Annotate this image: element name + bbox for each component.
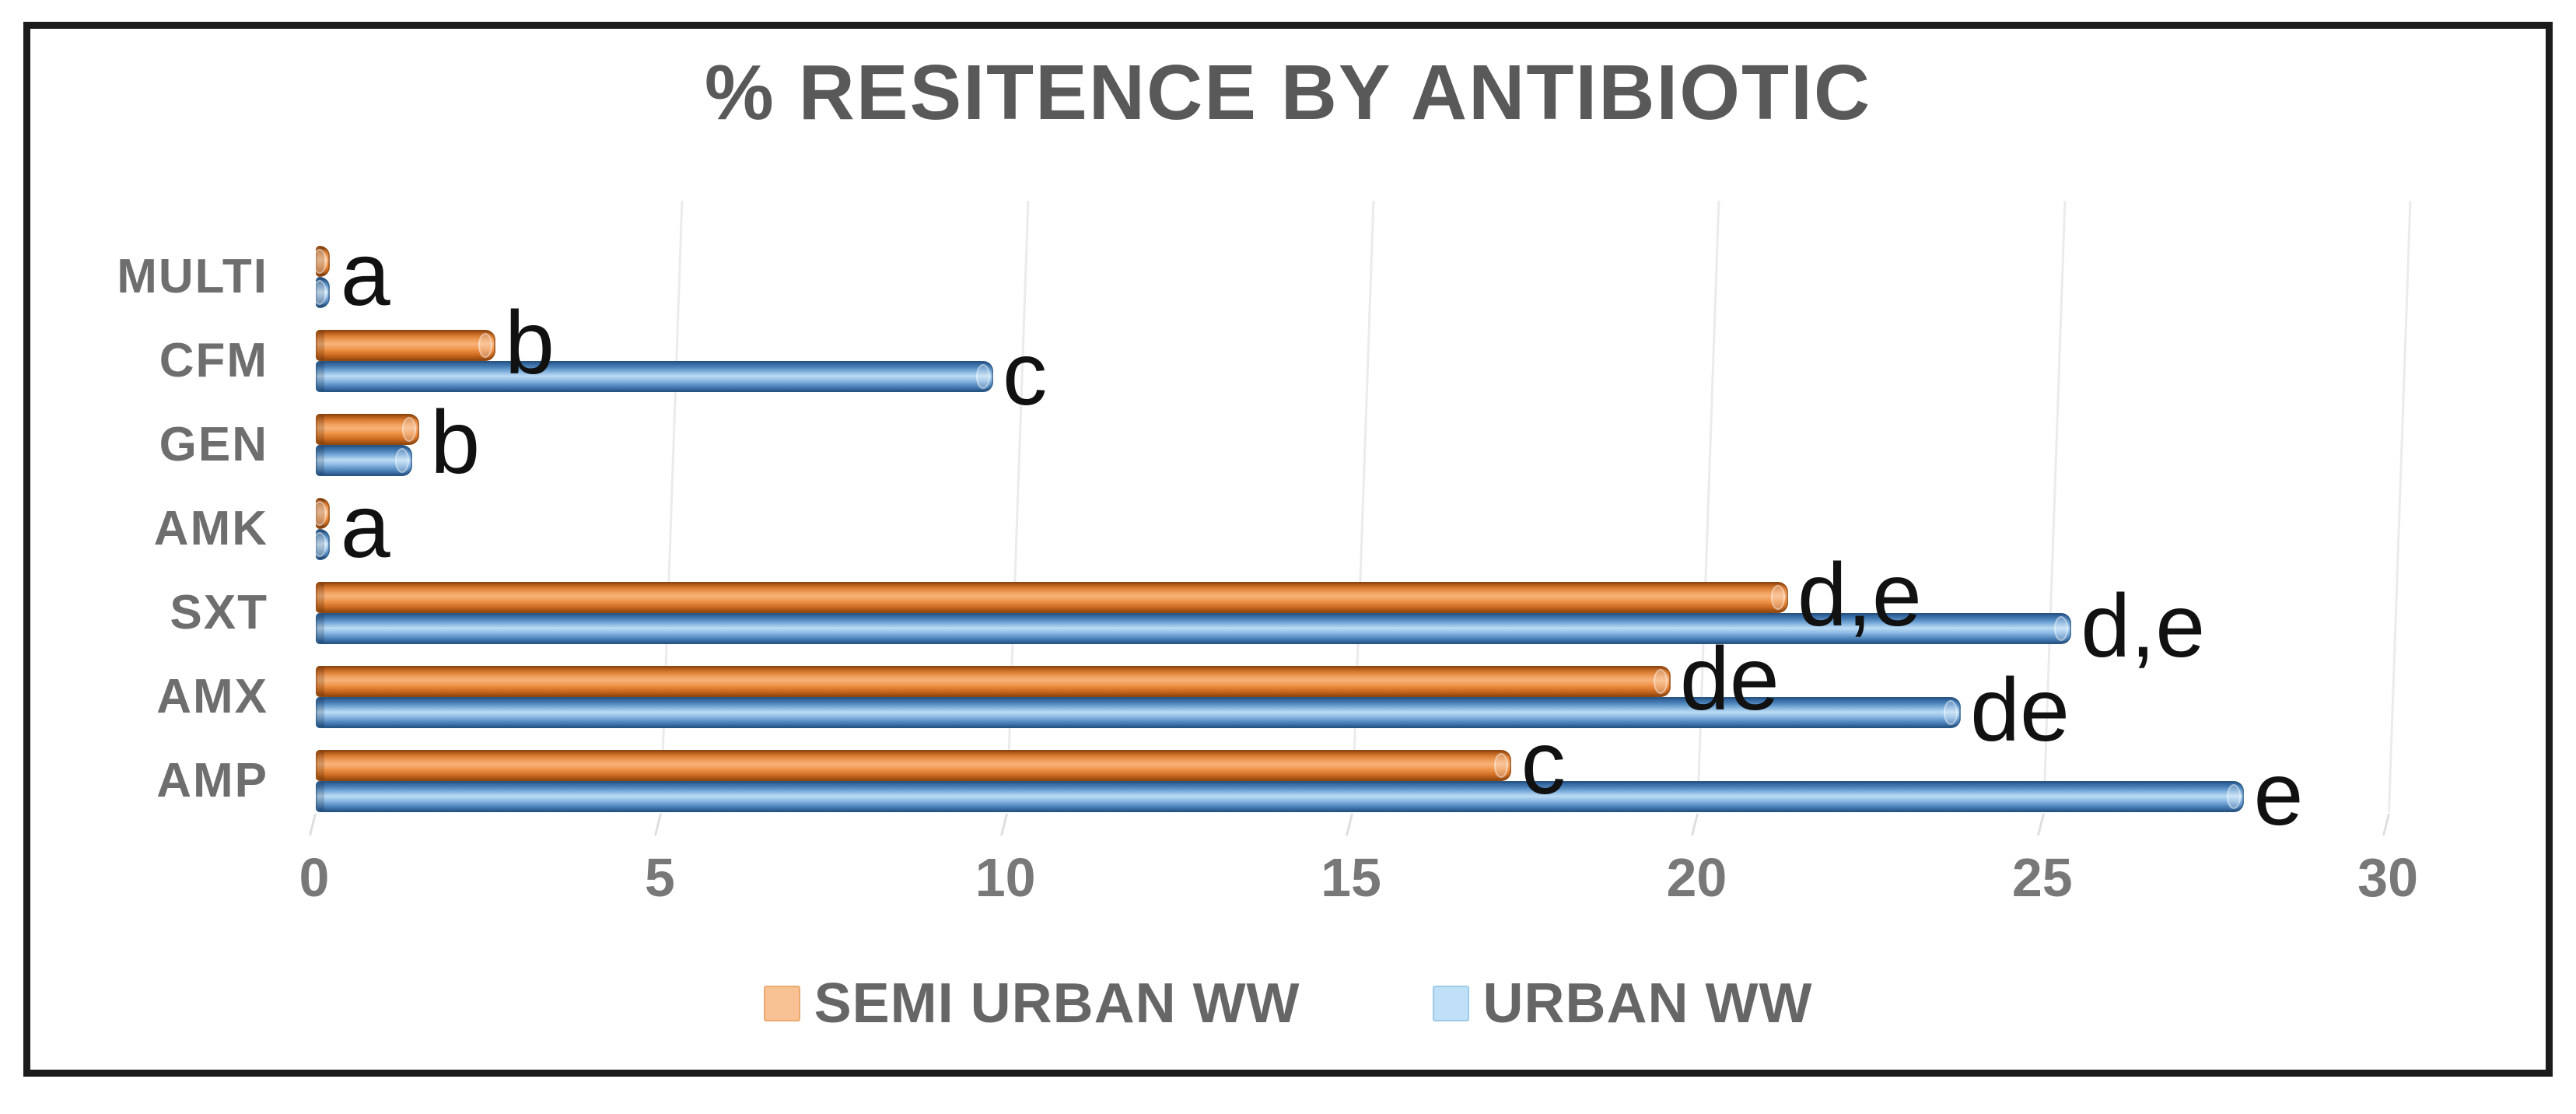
significance-label-amp: c	[1521, 713, 1566, 813]
bar-urban-ww-sxt	[316, 613, 2072, 644]
bar-semi-urban-ww-sxt	[316, 582, 1788, 613]
x-tick-label: 10	[975, 847, 1036, 908]
bar-semi-urban-ww-amp	[316, 750, 1512, 781]
bar-urban-ww-amp	[316, 781, 2245, 812]
x-tick-label: 25	[2011, 847, 2073, 908]
axis-tick	[1346, 814, 1354, 836]
category-label-multi: MULTI	[117, 250, 268, 303]
category-label-gen: GEN	[159, 418, 268, 471]
significance-label-gen: b	[430, 393, 481, 492]
significance-label-multi: a	[340, 225, 390, 324]
chart-title: % RESITENCE BY ANTIBIOTIC	[704, 49, 1872, 136]
category-label-cfm: CFM	[159, 334, 268, 387]
legend-swatch-urban-ww	[1432, 986, 1469, 1021]
bar-semi-urban-ww-cfm	[316, 330, 496, 361]
bar-semi-urban-ww-amk	[312, 498, 330, 529]
legend-label-urban-ww: URBAN WW	[1482, 972, 1813, 1035]
legend-item-semi-urban-ww: SEMI URBAN WW	[763, 972, 1300, 1035]
significance-label-sxt: d,e	[2081, 576, 2206, 676]
bar-urban-ww-amk	[312, 529, 330, 560]
bar-urban-ww-cfm	[316, 361, 993, 392]
x-tick-label: 0	[299, 847, 330, 908]
legend-label-semi-urban-ww: SEMI URBAN WW	[814, 972, 1300, 1035]
axis-tick	[1691, 814, 1699, 836]
significance-label-amx: de	[1679, 629, 1780, 729]
bar-urban-ww-gen	[316, 445, 413, 476]
bar-urban-ww-multi	[312, 277, 330, 308]
significance-label-cfm: c	[1002, 324, 1048, 424]
chart-frame	[23, 22, 2553, 1077]
axis-tick	[2036, 814, 2045, 836]
axis-tick	[654, 814, 663, 836]
x-tick-label: 15	[1321, 847, 1381, 908]
category-label-sxt: SXT	[170, 586, 268, 639]
significance-label-amk: a	[340, 477, 390, 576]
significance-label-amp: e	[2253, 744, 2304, 844]
gridline	[2388, 201, 2412, 812]
bar-semi-urban-ww-multi	[312, 246, 330, 277]
significance-label-amx: de	[1970, 660, 2070, 760]
significance-label-sxt: d,e	[1797, 545, 1922, 645]
bar-urban-ww-amx	[316, 697, 1962, 728]
significance-label-cfm: b	[505, 293, 555, 393]
legend-swatch-semi-urban-ww	[763, 986, 800, 1021]
x-tick-label: 20	[1666, 847, 1727, 908]
bar-semi-urban-ww-gen	[316, 414, 420, 445]
x-tick-label: 5	[644, 847, 675, 908]
axis-tick	[999, 814, 1008, 836]
legend-item-urban-ww: URBAN WW	[1432, 972, 1813, 1035]
category-label-amx: AMX	[156, 670, 268, 723]
legend: SEMI URBAN WW URBAN WW	[0, 958, 2576, 1049]
category-label-amp: AMP	[156, 754, 268, 807]
category-label-amk: AMK	[153, 502, 268, 555]
bar-semi-urban-ww-amx	[316, 666, 1671, 697]
axis-tick	[309, 814, 317, 836]
axis-tick	[2382, 814, 2391, 836]
x-tick-label: 30	[2357, 847, 2419, 908]
